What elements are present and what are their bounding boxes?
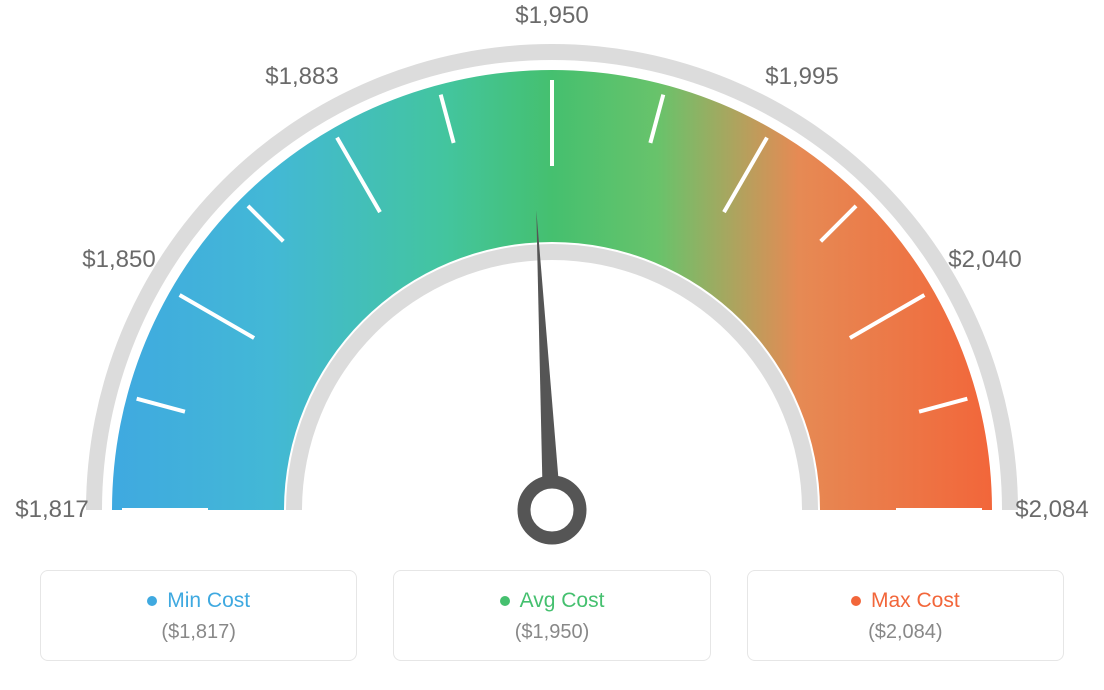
gauge-tick-label: $2,084 xyxy=(1015,496,1088,524)
gauge-svg xyxy=(0,0,1104,560)
legend-dot-avg xyxy=(500,596,510,606)
legend-title-avg: Avg Cost xyxy=(500,589,605,613)
gauge-tick-label: $1,883 xyxy=(265,63,338,91)
legend-card-min: Min Cost ($1,817) xyxy=(40,570,357,661)
legend-dot-max xyxy=(851,596,861,606)
legend-label-avg: Avg Cost xyxy=(520,589,605,613)
legend-card-avg: Avg Cost ($1,950) xyxy=(393,570,710,661)
legend-value-min: ($1,817) xyxy=(41,621,356,644)
gauge-tick-label: $1,850 xyxy=(82,246,155,274)
legend-row: Min Cost ($1,817) Avg Cost ($1,950) Max … xyxy=(0,570,1104,661)
legend-title-min: Min Cost xyxy=(147,589,250,613)
legend-title-max: Max Cost xyxy=(851,589,960,613)
gauge-tick-label: $1,817 xyxy=(15,496,88,524)
gauge-tick-label: $1,995 xyxy=(765,63,838,91)
legend-card-max: Max Cost ($2,084) xyxy=(747,570,1064,661)
legend-label-max: Max Cost xyxy=(871,589,960,613)
gauge-tick-label: $1,950 xyxy=(515,2,588,30)
gauge-tick-label: $2,040 xyxy=(948,246,1021,274)
legend-value-max: ($2,084) xyxy=(748,621,1063,644)
legend-value-avg: ($1,950) xyxy=(394,621,709,644)
cost-gauge: $1,817 $1,850 $1,883 $1,950 $1,995 $2,040 $2,0… xyxy=(0,0,1104,560)
legend-label-min: Min Cost xyxy=(167,589,250,613)
legend-dot-min xyxy=(147,596,157,606)
